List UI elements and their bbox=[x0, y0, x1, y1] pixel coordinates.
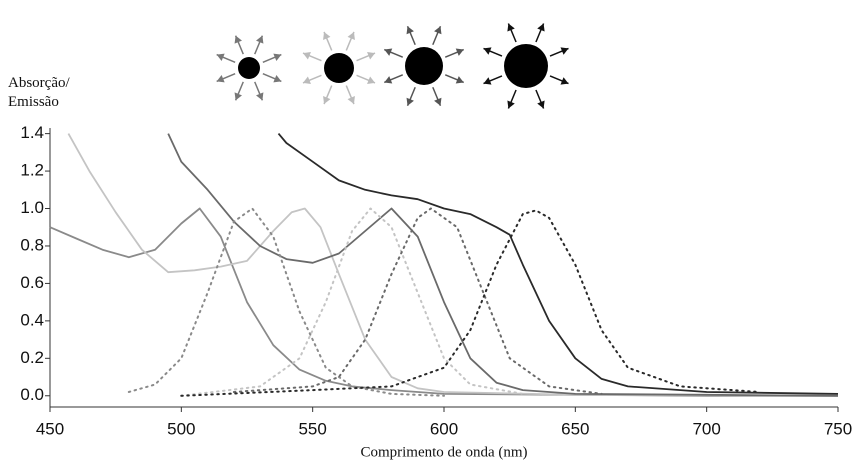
x-tick-label: 750 bbox=[824, 419, 852, 438]
arrow-head bbox=[323, 31, 331, 40]
dot bbox=[405, 47, 443, 85]
arrow-head bbox=[367, 52, 376, 60]
y-tick-label: 0.8 bbox=[20, 235, 44, 254]
x-tick-label: 500 bbox=[167, 419, 195, 438]
x-axis-label: Comprimento de onda (nm) bbox=[360, 444, 527, 460]
dot bbox=[324, 53, 354, 83]
arrow-head bbox=[256, 92, 264, 101]
y-tick-label: 0.4 bbox=[20, 310, 44, 329]
y-tick-label: 1.4 bbox=[20, 123, 44, 142]
arrow-head bbox=[560, 47, 569, 55]
series-line bbox=[49, 207, 838, 397]
series-line bbox=[127, 207, 445, 397]
arrow-head bbox=[537, 23, 545, 32]
arrow-head bbox=[216, 53, 225, 61]
series-line bbox=[180, 209, 761, 397]
x-tick-label: 650 bbox=[561, 419, 589, 438]
series-line bbox=[67, 133, 839, 397]
x-tick-label: 550 bbox=[298, 419, 326, 438]
x-tick-label: 600 bbox=[430, 419, 458, 438]
y-axis-label: Absorção/Emissão bbox=[8, 75, 70, 110]
arrow-head bbox=[434, 26, 442, 35]
arrow-head bbox=[384, 48, 393, 56]
y-tick-label: 1.0 bbox=[20, 198, 44, 217]
x-tick-label: 450 bbox=[36, 419, 64, 438]
y-tick-label: 0.6 bbox=[20, 273, 44, 292]
y-tick-label: 1.2 bbox=[20, 161, 44, 180]
y-tick-label: 0.2 bbox=[20, 348, 44, 367]
arrow-head bbox=[455, 48, 464, 56]
arrow-head bbox=[406, 97, 414, 106]
arrow-head bbox=[256, 35, 264, 44]
arrow-head bbox=[406, 26, 414, 35]
series-line bbox=[232, 207, 603, 395]
arrow-head bbox=[507, 100, 515, 109]
x-tick-label: 700 bbox=[692, 419, 720, 438]
arrow-head bbox=[507, 23, 515, 32]
arrow-head bbox=[434, 97, 442, 106]
series-line bbox=[277, 133, 839, 395]
arrow-head bbox=[347, 31, 355, 40]
series-line bbox=[167, 133, 839, 397]
arrow-head bbox=[216, 75, 225, 83]
dot bbox=[504, 44, 548, 88]
arrow-head bbox=[367, 76, 376, 84]
arrow-head bbox=[273, 75, 282, 83]
arrow-head bbox=[537, 100, 545, 109]
arrow-head bbox=[455, 76, 464, 84]
arrow-head bbox=[273, 53, 282, 61]
arrow-head bbox=[323, 96, 331, 105]
arrow-head bbox=[347, 96, 355, 105]
arrow-head bbox=[483, 77, 492, 85]
arrow-head bbox=[302, 76, 311, 84]
series-line bbox=[180, 207, 524, 397]
arrow-head bbox=[483, 47, 492, 55]
dot bbox=[238, 57, 260, 79]
arrow-head bbox=[302, 52, 311, 60]
arrow-head bbox=[384, 76, 393, 84]
arrow-head bbox=[234, 92, 242, 101]
quantum-dot-icons bbox=[216, 23, 569, 109]
arrow-head bbox=[234, 35, 242, 44]
y-tick-label: 0.0 bbox=[20, 385, 44, 404]
arrow-head bbox=[560, 77, 569, 85]
